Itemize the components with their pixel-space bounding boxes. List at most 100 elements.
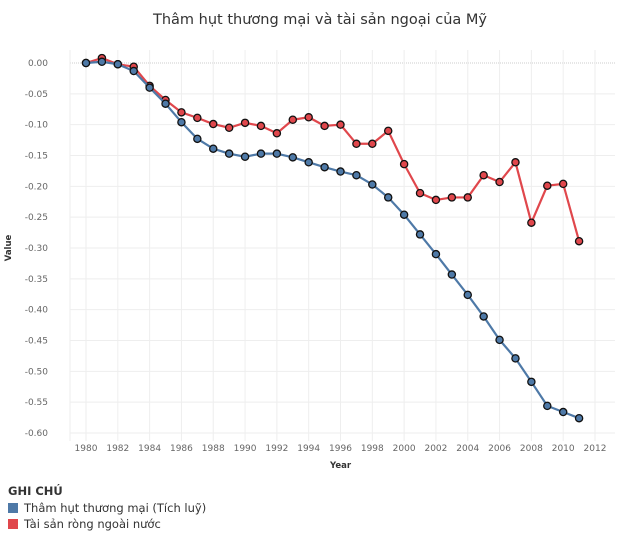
y-tick-label: -0.45 bbox=[25, 337, 48, 347]
x-tick-label: 1984 bbox=[138, 444, 161, 454]
data-point[interactable] bbox=[527, 377, 536, 387]
y-tick-label: -0.40 bbox=[25, 306, 49, 316]
legend-swatch bbox=[8, 503, 18, 513]
data-point[interactable] bbox=[177, 108, 186, 117]
data-point[interactable] bbox=[240, 152, 250, 161]
x-tick-label: 1990 bbox=[234, 444, 257, 454]
x-tick-label: 2002 bbox=[424, 444, 447, 454]
data-point[interactable] bbox=[447, 193, 457, 202]
legend-title: GHI CHÚ bbox=[8, 484, 63, 498]
y-tick-label: -0.35 bbox=[25, 275, 48, 285]
y-axis: 0.00 -0.05 -0.10 -0.15 -0.20 -0.25 -0.30 -0.35 -… bbox=[25, 59, 49, 439]
y-tick-label: -0.15 bbox=[25, 152, 48, 162]
data-point[interactable] bbox=[352, 139, 361, 149]
data-point[interactable] bbox=[129, 66, 138, 76]
data-point[interactable] bbox=[336, 167, 345, 176]
x-tick-label: 1998 bbox=[361, 444, 384, 454]
data-point[interactable] bbox=[352, 170, 361, 180]
data-point[interactable] bbox=[463, 290, 472, 300]
y-tick-label: -0.20 bbox=[25, 182, 49, 192]
data-point[interactable] bbox=[399, 159, 409, 169]
data-point[interactable] bbox=[543, 181, 552, 190]
x-tick-label: 1988 bbox=[202, 444, 225, 454]
data-point[interactable] bbox=[224, 123, 234, 133]
data-point[interactable] bbox=[256, 121, 266, 131]
data-point[interactable] bbox=[272, 129, 282, 138]
x-tick-label: 2012 bbox=[584, 444, 607, 454]
chart-plot: 0.00 -0.05 -0.10 -0.15 -0.20 -0.25 -0.30 -0.35 -… bbox=[4, 50, 615, 471]
legend-item-trade-deficit[interactable]: Thâm hụt thương mại (Tích luỹ) bbox=[8, 500, 206, 516]
y-tick-label: -0.30 bbox=[25, 244, 49, 254]
x-tick-label: 1980 bbox=[75, 444, 98, 454]
data-point[interactable] bbox=[368, 180, 377, 189]
data-point[interactable] bbox=[574, 236, 584, 246]
data-point[interactable] bbox=[543, 401, 552, 411]
data-point[interactable] bbox=[574, 413, 584, 423]
data-point[interactable] bbox=[415, 188, 425, 198]
data-point[interactable] bbox=[145, 83, 154, 92]
data-point[interactable] bbox=[383, 126, 393, 136]
x-axis: 1980 1982 1984 1986 1988 1990 1992 1994 1996 1998… bbox=[75, 444, 607, 454]
data-point[interactable] bbox=[193, 134, 202, 144]
y-tick-label: -0.25 bbox=[25, 213, 48, 223]
data-point[interactable] bbox=[240, 118, 250, 128]
series-line bbox=[85, 56, 581, 242]
x-tick-label: 1994 bbox=[297, 444, 320, 454]
data-point[interactable] bbox=[320, 121, 329, 131]
data-point[interactable] bbox=[288, 115, 298, 124]
data-point[interactable] bbox=[558, 179, 568, 189]
data-point[interactable] bbox=[511, 354, 520, 363]
data-point[interactable] bbox=[495, 177, 504, 187]
data-point[interactable] bbox=[479, 312, 488, 321]
legend-item-net-foreign-assets[interactable]: Tài sản ròng ngoài nước bbox=[8, 516, 206, 532]
data-point[interactable] bbox=[431, 249, 441, 259]
data-point[interactable] bbox=[495, 335, 504, 345]
data-point[interactable] bbox=[177, 117, 186, 127]
data-point[interactable] bbox=[208, 144, 218, 153]
x-tick-label: 1986 bbox=[170, 444, 193, 454]
data-point[interactable] bbox=[304, 158, 313, 167]
data-point[interactable] bbox=[399, 210, 409, 219]
series-line bbox=[85, 60, 580, 420]
data-point[interactable] bbox=[272, 149, 282, 158]
x-tick-label: 1996 bbox=[329, 444, 352, 454]
data-point[interactable] bbox=[383, 193, 393, 202]
legend-swatch bbox=[8, 519, 18, 529]
series-trade-deficit bbox=[81, 57, 584, 423]
data-point[interactable] bbox=[208, 119, 218, 129]
y-tick-label: -0.05 bbox=[25, 90, 48, 100]
x-tick-label: 2004 bbox=[456, 444, 479, 454]
data-point[interactable] bbox=[320, 162, 329, 172]
data-point[interactable] bbox=[336, 120, 345, 129]
data-point[interactable] bbox=[81, 58, 91, 68]
data-point[interactable] bbox=[558, 407, 568, 417]
data-point[interactable] bbox=[463, 193, 472, 202]
data-point[interactable] bbox=[527, 218, 536, 227]
data-point[interactable] bbox=[256, 149, 266, 158]
legend-label: Thâm hụt thương mại (Tích luỹ) bbox=[24, 501, 207, 515]
data-point[interactable] bbox=[224, 149, 234, 158]
data-point[interactable] bbox=[113, 59, 123, 69]
y-tick-label: -0.10 bbox=[25, 121, 49, 131]
series-layer bbox=[81, 53, 584, 423]
data-point[interactable] bbox=[447, 270, 457, 279]
y-tick-label: -0.60 bbox=[25, 429, 49, 439]
data-point[interactable] bbox=[304, 113, 313, 122]
data-point[interactable] bbox=[368, 139, 377, 149]
data-point[interactable] bbox=[161, 99, 170, 108]
data-point[interactable] bbox=[431, 195, 441, 205]
x-tick-label: 1992 bbox=[265, 444, 288, 454]
data-point[interactable] bbox=[97, 57, 107, 67]
y-tick-label: -0.55 bbox=[25, 398, 48, 408]
data-point[interactable] bbox=[479, 170, 488, 180]
data-point[interactable] bbox=[288, 153, 298, 162]
data-point[interactable] bbox=[415, 230, 425, 239]
legend: GHI CHÚ Thâm hụt thương mại (Tích luỹ) T… bbox=[8, 484, 206, 532]
x-tick-label: 2008 bbox=[520, 444, 543, 454]
y-tick-label: 0.00 bbox=[28, 59, 48, 69]
x-axis-title: Year bbox=[329, 461, 352, 471]
data-point[interactable] bbox=[511, 158, 520, 167]
data-point[interactable] bbox=[193, 113, 202, 123]
x-tick-label: 2000 bbox=[393, 444, 416, 454]
x-tick-label: 2006 bbox=[488, 444, 511, 454]
